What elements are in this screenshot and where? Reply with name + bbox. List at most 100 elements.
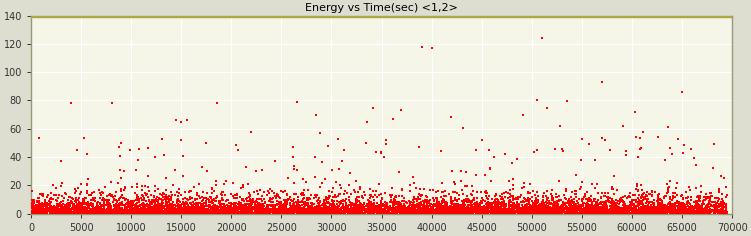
Point [188, 200, 200, 204]
Point [444, 209, 456, 213]
Point [626, 201, 638, 205]
Point [721, 210, 733, 214]
Point [288, 211, 300, 215]
Point [236, 210, 248, 214]
Point [379, 155, 391, 159]
Point [420, 207, 432, 211]
Point [638, 205, 650, 209]
Point [483, 206, 495, 210]
Point [484, 209, 496, 213]
Point [27, 208, 39, 211]
Point [199, 207, 211, 211]
Point [617, 207, 629, 211]
Point [62, 205, 74, 209]
Point [45, 200, 57, 204]
Point [41, 208, 53, 212]
Point [460, 209, 472, 213]
Point [210, 211, 222, 215]
Point [695, 208, 707, 212]
Point [451, 206, 463, 210]
Point [52, 207, 64, 211]
Point [520, 208, 532, 212]
Point [551, 203, 563, 207]
Point [611, 211, 623, 215]
Point [509, 209, 521, 213]
Point [268, 205, 280, 209]
Point [312, 206, 324, 210]
Point [415, 203, 427, 207]
Point [664, 211, 676, 215]
Point [636, 210, 648, 214]
Point [481, 206, 493, 210]
Point [291, 209, 303, 213]
Point [656, 209, 668, 213]
Point [433, 210, 445, 214]
Point [691, 210, 703, 214]
Point [638, 211, 650, 215]
Point [536, 210, 548, 213]
Point [339, 211, 351, 215]
Point [548, 211, 560, 215]
Point [189, 211, 201, 215]
Point [246, 199, 258, 203]
Point [382, 205, 394, 209]
Point [441, 206, 453, 210]
Point [353, 209, 365, 213]
Point [617, 203, 629, 207]
Point [377, 207, 389, 211]
Point [584, 197, 596, 201]
Point [456, 188, 468, 192]
Point [201, 210, 213, 214]
Point [430, 196, 442, 200]
Point [270, 208, 282, 212]
Point [42, 207, 54, 211]
Point [234, 202, 246, 205]
Point [672, 137, 684, 141]
Point [249, 209, 261, 213]
Point [57, 206, 69, 209]
Point [210, 209, 222, 213]
Point [496, 193, 508, 196]
Point [381, 211, 393, 215]
Point [388, 207, 400, 211]
Point [403, 211, 415, 215]
Point [433, 209, 445, 213]
Point [701, 205, 713, 208]
Point [31, 207, 43, 211]
Point [493, 211, 505, 215]
Point [189, 185, 201, 189]
Point [611, 204, 623, 208]
Point [349, 211, 361, 215]
Point [520, 209, 532, 213]
Point [130, 205, 142, 208]
Point [92, 208, 104, 212]
Point [422, 211, 434, 215]
Point [329, 211, 341, 215]
Point [615, 209, 627, 213]
Point [86, 209, 98, 213]
Point [511, 205, 523, 209]
Point [296, 206, 308, 210]
Point [125, 202, 137, 206]
Point [231, 207, 243, 211]
Point [486, 210, 498, 214]
Point [128, 207, 140, 211]
Point [319, 210, 331, 214]
Point [41, 211, 53, 215]
Point [40, 201, 52, 205]
Point [113, 211, 125, 215]
Point [155, 209, 167, 213]
Point [133, 212, 145, 215]
Point [356, 210, 368, 213]
Point [325, 202, 337, 206]
Point [605, 205, 617, 208]
Point [689, 204, 701, 208]
Point [655, 206, 667, 210]
Point [131, 196, 143, 199]
Point [29, 210, 41, 213]
Point [143, 209, 155, 213]
Point [326, 190, 338, 194]
Point [593, 211, 605, 214]
Point [184, 210, 196, 214]
Point [627, 202, 639, 206]
